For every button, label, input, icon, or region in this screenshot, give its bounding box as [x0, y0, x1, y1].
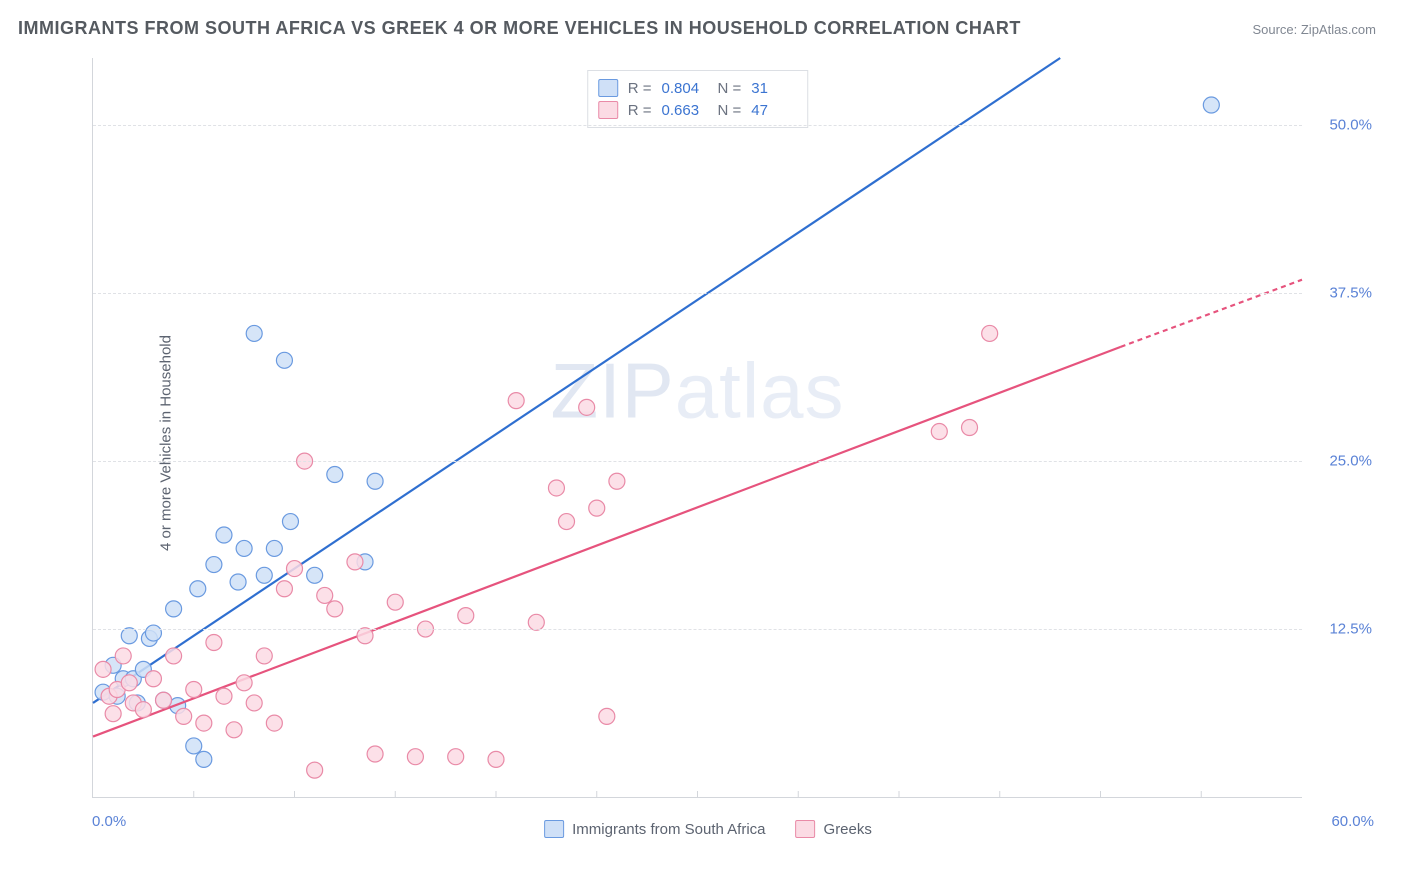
legend-stats-row-2: R = 0.663 N = 47 — [598, 99, 798, 121]
plot-container: 4 or more Vehicles in Household ZIPatlas… — [48, 48, 1368, 838]
chart-title: IMMIGRANTS FROM SOUTH AFRICA VS GREEK 4 … — [18, 18, 1021, 39]
legend-stats: R = 0.804 N = 31 R = 0.663 N = 47 — [587, 70, 809, 128]
legend-label-series-1: Immigrants from South Africa — [572, 821, 765, 838]
legend-swatch-bottom-2 — [796, 820, 816, 838]
gridline — [93, 293, 1302, 294]
legend-r-label: R = — [628, 80, 652, 97]
y-tick-label: 37.5% — [1312, 285, 1372, 302]
legend-n-value-1: 31 — [751, 80, 797, 97]
gridline — [93, 461, 1302, 462]
legend-stats-row-1: R = 0.804 N = 31 — [598, 77, 798, 99]
legend-n-label: N = — [718, 102, 742, 119]
legend-r-label: R = — [628, 102, 652, 119]
source-link[interactable]: ZipAtlas.com — [1301, 22, 1376, 37]
plot-area: ZIPatlas R = 0.804 N = 31 R = 0.663 N = … — [92, 58, 1302, 798]
source-prefix: Source: — [1252, 22, 1300, 37]
legend-r-value-2: 0.663 — [662, 102, 708, 119]
legend-item-series-1: Immigrants from South Africa — [544, 820, 765, 838]
legend-label-series-2: Greeks — [824, 821, 872, 838]
legend-swatch-series-1 — [598, 79, 618, 97]
legend-item-series-2: Greeks — [796, 820, 872, 838]
chart-svg — [93, 58, 1302, 797]
y-tick-label: 25.0% — [1312, 453, 1372, 470]
legend-series: Immigrants from South Africa Greeks — [544, 820, 872, 838]
gridline — [93, 629, 1302, 630]
legend-r-value-1: 0.804 — [662, 80, 708, 97]
x-tick-min: 0.0% — [92, 813, 126, 830]
gridline — [93, 125, 1302, 126]
y-tick-label: 12.5% — [1312, 621, 1372, 638]
source-attribution: Source: ZipAtlas.com — [1252, 22, 1376, 37]
legend-n-label: N = — [718, 80, 742, 97]
legend-swatch-series-2 — [598, 101, 618, 119]
x-tick-max: 60.0% — [1331, 813, 1374, 830]
y-tick-label: 50.0% — [1312, 117, 1372, 134]
legend-n-value-2: 47 — [751, 102, 797, 119]
legend-swatch-bottom-1 — [544, 820, 564, 838]
